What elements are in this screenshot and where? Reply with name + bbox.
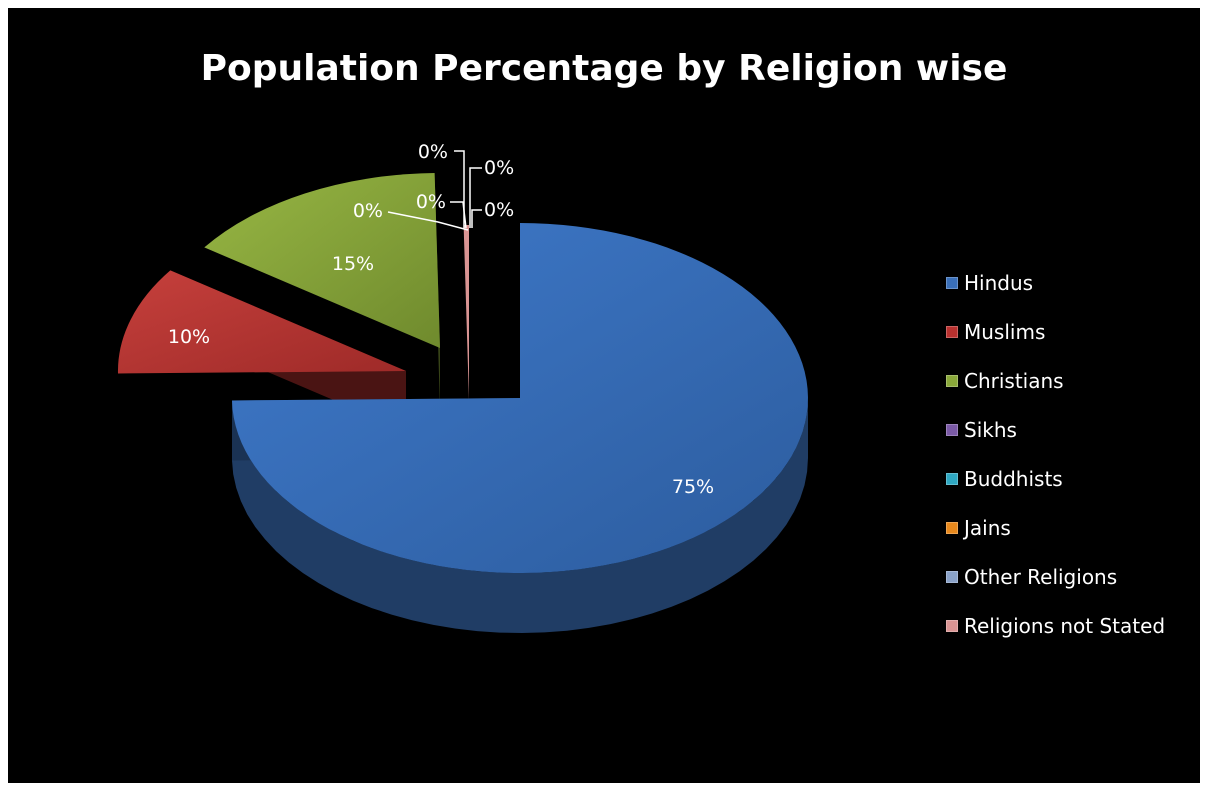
legend-swatch xyxy=(946,619,958,632)
legend-label: Buddhists xyxy=(964,466,1063,491)
legend-item-other-religions: Other Religions xyxy=(946,552,1196,601)
leader-line xyxy=(471,209,482,228)
data-label-other-religions: 0% xyxy=(484,157,514,179)
slice-hindus xyxy=(232,223,808,573)
legend-label: Hindus xyxy=(964,270,1034,295)
data-label-buddhists: 0% xyxy=(416,191,446,213)
legend: Hindus Muslims Christians Sikhs Buddhists Jai… xyxy=(946,258,1196,650)
data-label-hindus: 75% xyxy=(672,476,714,498)
legend-swatch xyxy=(946,423,958,436)
legend-swatch xyxy=(946,374,958,387)
legend-swatch xyxy=(946,521,958,534)
leader-line xyxy=(469,167,482,228)
leader-line xyxy=(454,150,465,228)
data-label-christians: 15% xyxy=(332,253,374,275)
leader-line xyxy=(387,211,469,231)
legend-item-religions-not-stated: Religions not Stated xyxy=(946,601,1196,650)
legend-item-buddhists: Buddhists xyxy=(946,454,1196,503)
slice-side-hindus xyxy=(232,398,808,633)
legend-label: Other Religions xyxy=(964,564,1118,589)
legend-label: Religions not Stated xyxy=(964,613,1166,638)
chart-title: Population Percentage by Religion wise xyxy=(200,48,1008,89)
legend-item-christians: Christians xyxy=(946,356,1196,405)
data-label-sikhs: 0% xyxy=(353,200,383,222)
legend-item-muslims: Muslims xyxy=(946,307,1196,356)
data-label-muslims: 10% xyxy=(168,326,210,348)
slice-religions-not-stated xyxy=(463,224,469,400)
legend-swatch xyxy=(946,325,958,338)
slice-christians xyxy=(204,173,440,348)
legend-label: Sikhs xyxy=(964,417,1017,442)
pie-chart: 75% 10% 15% 0% 0% 0% 0% 0% xyxy=(117,141,808,633)
leader-line xyxy=(450,201,467,229)
chart-area: 75% 10% 15% 0% 0% 0% 0% 0% Population Percentag… xyxy=(8,8,1200,783)
legend-item-sikhs: Sikhs xyxy=(946,405,1196,454)
legend-label: Muslims xyxy=(964,319,1046,344)
legend-item-hindus: Hindus xyxy=(946,258,1196,307)
legend-label: Christians xyxy=(964,368,1064,393)
data-label-religions-not-stated: 0% xyxy=(484,199,514,221)
legend-label: Jains xyxy=(964,515,1011,540)
slice-muslims xyxy=(117,270,407,374)
legend-swatch xyxy=(946,276,958,289)
legend-swatch xyxy=(946,472,958,485)
legend-item-jains: Jains xyxy=(946,503,1196,552)
legend-swatch xyxy=(946,570,958,583)
data-label-jains: 0% xyxy=(418,141,448,163)
